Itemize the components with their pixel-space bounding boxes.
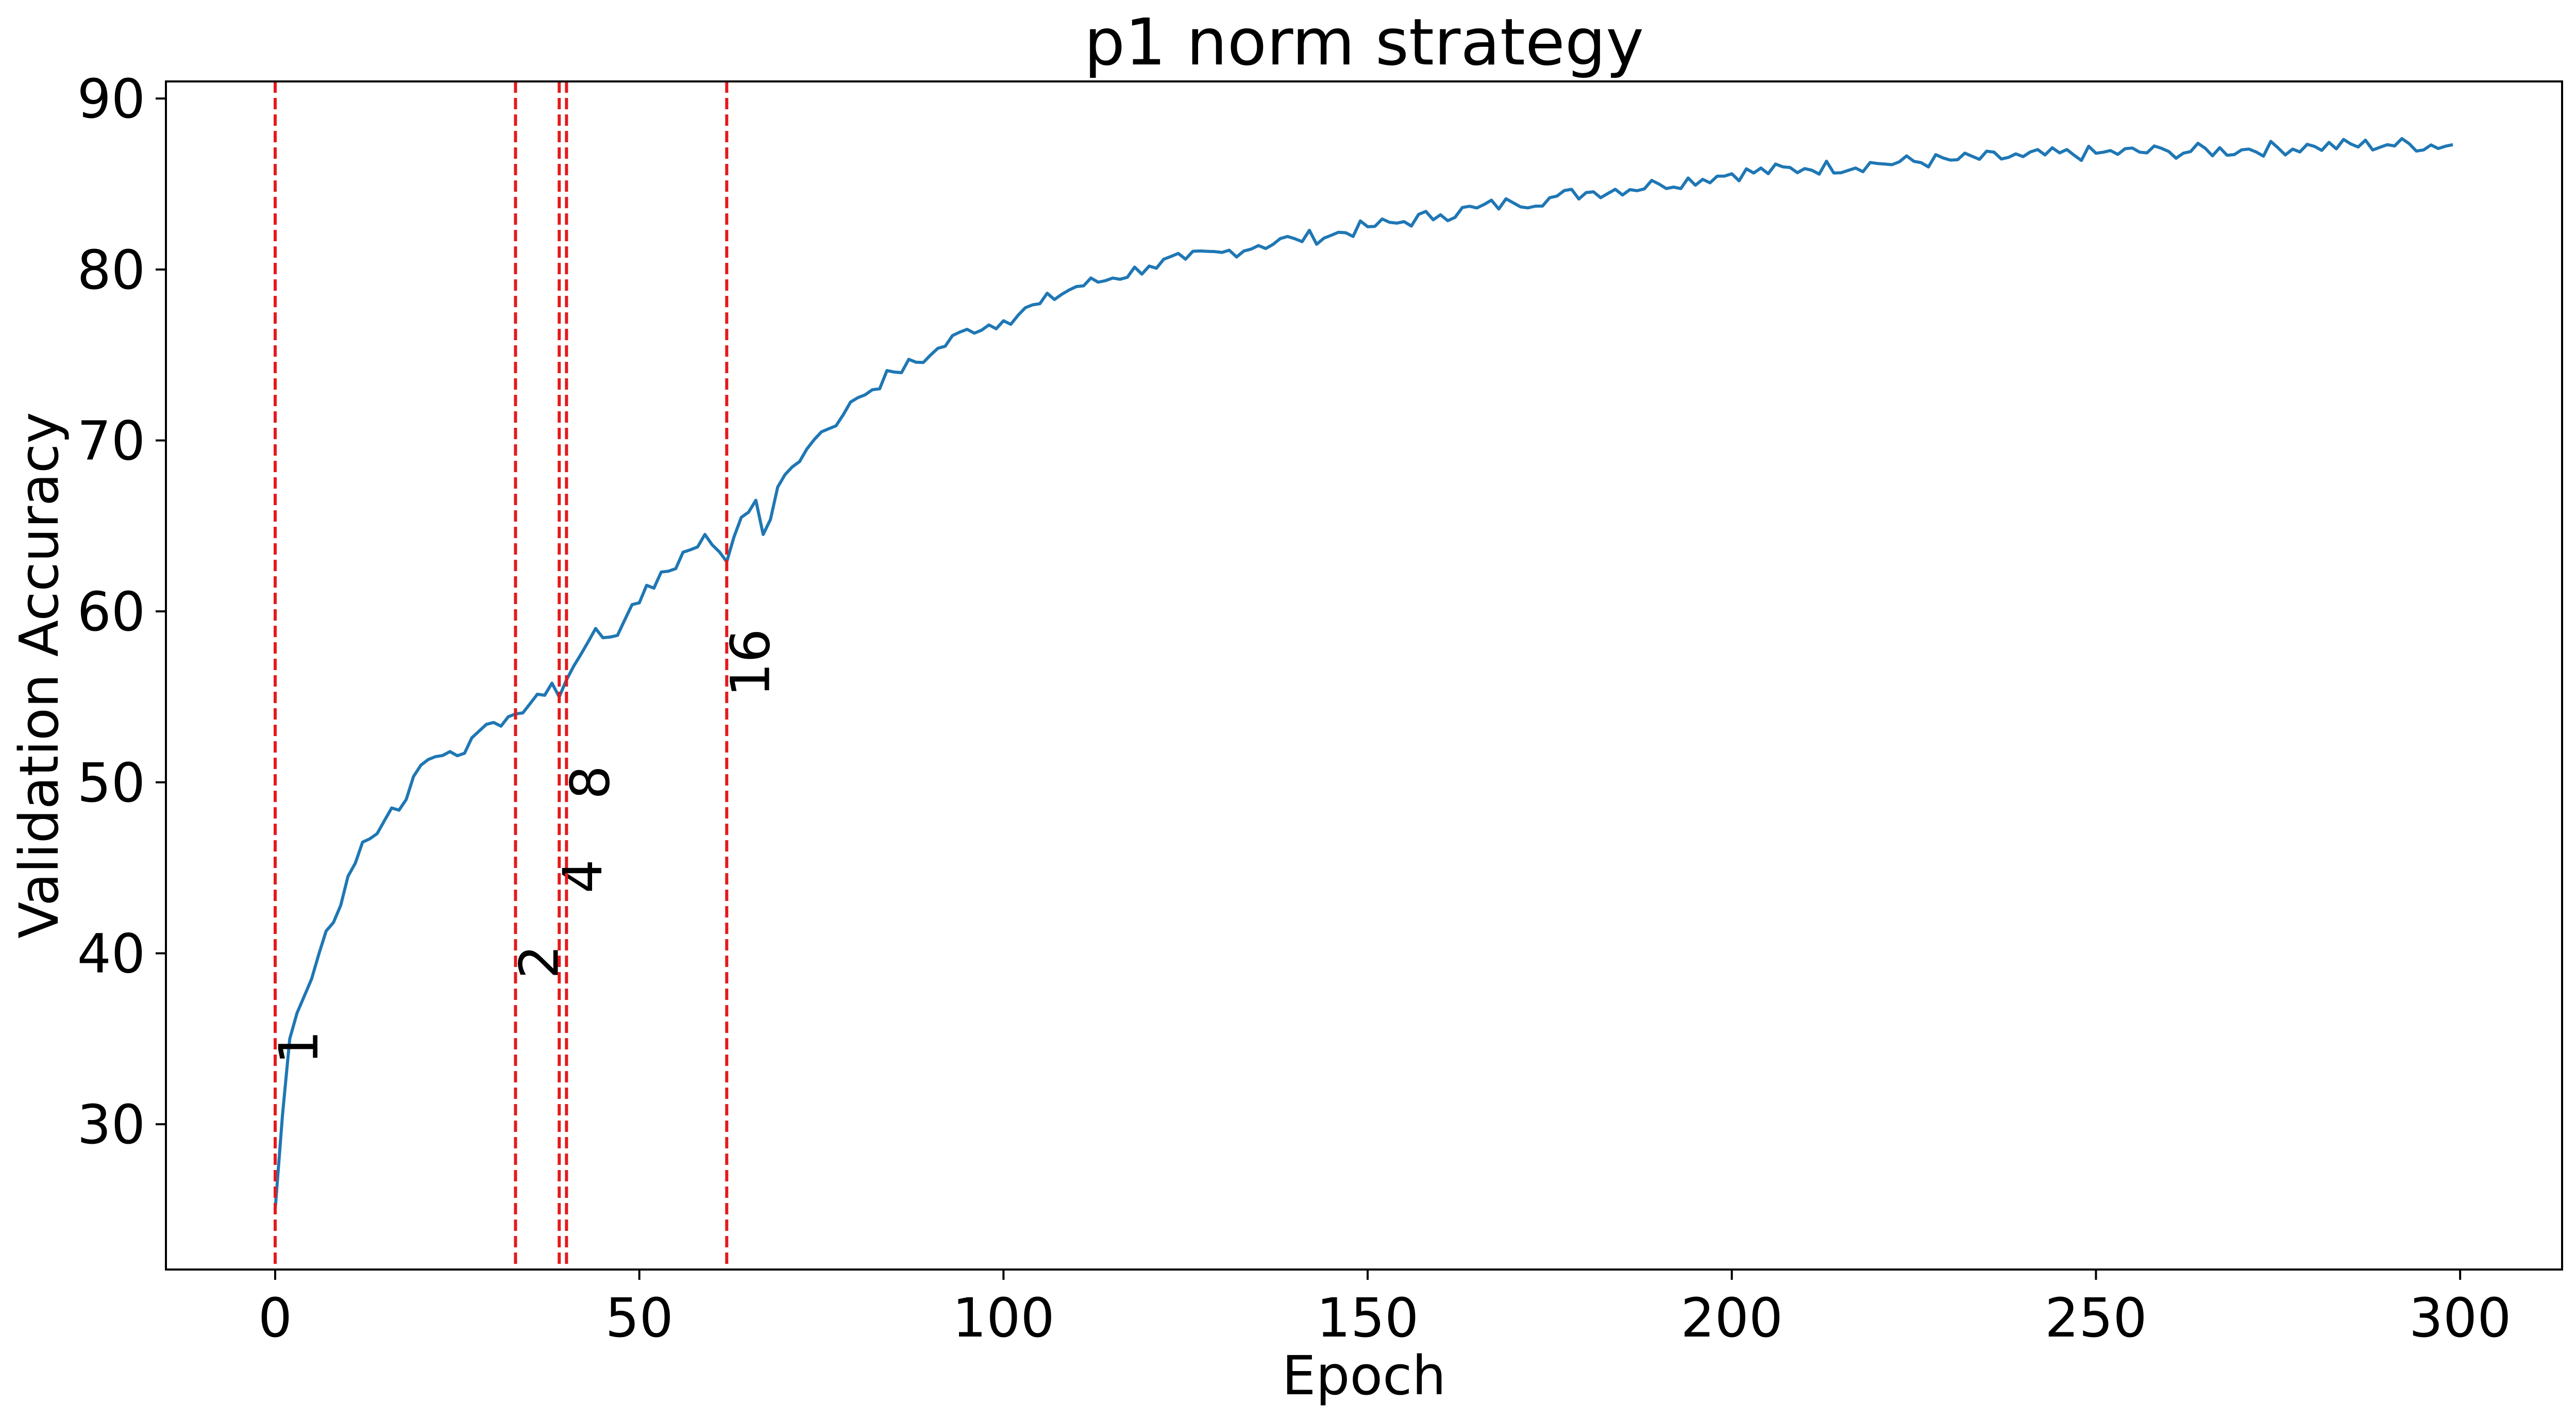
y-axis-ticks: 30 40 50 60 70 80 90 xyxy=(77,68,166,1156)
x-axis-label: Epoch xyxy=(1282,1344,1446,1407)
y-tick-label-6: 90 xyxy=(77,68,145,130)
x-tick-label-4: 200 xyxy=(1680,1287,1783,1349)
y-tick-label-0: 30 xyxy=(77,1093,145,1156)
x-tick-label-6: 300 xyxy=(2409,1287,2512,1349)
y-tick-label-3: 60 xyxy=(77,580,145,643)
x-axis-ticks: 0 50 100 150 200 250 300 xyxy=(258,1270,2511,1349)
x-tick-label-1: 50 xyxy=(605,1287,674,1349)
x-tick-label-3: 150 xyxy=(1317,1287,1419,1349)
chart-title: p1 norm strategy xyxy=(1084,5,1644,80)
y-tick-label-5: 80 xyxy=(77,239,145,302)
vline-label-0: 1 xyxy=(267,1030,330,1064)
plot-area: 1 2 4 8 16 xyxy=(267,81,2453,1270)
vline-label-1: 2 xyxy=(508,945,570,979)
y-tick-label-4: 70 xyxy=(77,409,145,472)
x-tick-label-0: 0 xyxy=(258,1287,292,1349)
y-tick-label-2: 50 xyxy=(77,752,145,814)
y-tick-label-1: 40 xyxy=(77,922,145,985)
vline-label-3: 8 xyxy=(559,765,621,799)
vline-label-2: 4 xyxy=(551,859,614,893)
x-tick-label-2: 100 xyxy=(952,1287,1055,1349)
y-axis-label: Validation Accuracy xyxy=(8,412,71,938)
plot-frame xyxy=(165,80,2563,1271)
vline-label-4: 16 xyxy=(719,629,782,697)
x-tick-label-5: 250 xyxy=(2045,1287,2147,1349)
accuracy-line xyxy=(274,137,2453,1210)
